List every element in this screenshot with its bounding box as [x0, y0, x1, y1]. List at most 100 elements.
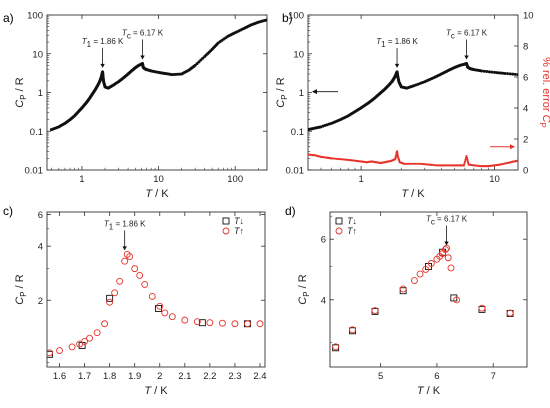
- y2-tick-label: 0: [523, 166, 528, 177]
- error-point: [333, 157, 337, 160]
- panel-b: b) 1 10 0.01 0.1 1 10 100 0 2 4 6 8 10 % rel. error CP…: [275, 11, 550, 201]
- error-point: [444, 164, 447, 167]
- data-point-square: [106, 294, 114, 302]
- x-tick-label: 7: [491, 371, 496, 382]
- error-point: [404, 162, 407, 165]
- error-point: [446, 164, 449, 167]
- x-tick-label: 2.2: [203, 371, 216, 382]
- x-axis-label: T / K: [417, 385, 441, 397]
- error-point: [465, 156, 469, 159]
- error-point: [410, 162, 413, 165]
- data-point-circle: [231, 320, 239, 328]
- data-point-circle: [68, 343, 76, 351]
- right-axis-arrowhead: [510, 144, 515, 150]
- y2-tick-label: 10: [523, 11, 534, 22]
- panel-label: a): [3, 11, 14, 25]
- data-point-circle: [131, 265, 139, 273]
- data-point-circle: [156, 302, 164, 310]
- annotation-arrowhead: [464, 55, 469, 60]
- legend-entry-label: T↓: [347, 216, 357, 226]
- data-point: [201, 56, 205, 60]
- y-axis-label: CP / R: [14, 77, 28, 107]
- error-point: [430, 163, 433, 166]
- data-point: [506, 72, 510, 76]
- data-point: [480, 69, 484, 73]
- y-tick-label: 10: [293, 49, 304, 60]
- data-point-circle: [399, 285, 407, 293]
- x-tick-label: 10: [153, 174, 164, 185]
- data-point-circle: [206, 319, 214, 327]
- error-point: [406, 162, 409, 165]
- error-point: [464, 158, 467, 161]
- y2-tick-label: 8: [523, 42, 528, 53]
- legend-circle-marker: [335, 227, 343, 235]
- error-point: [330, 157, 333, 160]
- data-point-circle: [410, 277, 418, 284]
- x-tick-label: 2.3: [228, 371, 241, 382]
- error-point: [402, 162, 406, 165]
- error-point: [412, 162, 415, 165]
- y-tick-label: 4: [38, 242, 43, 253]
- y-tick-label: 1: [38, 88, 43, 99]
- x-tick-label: 6: [434, 371, 439, 382]
- y-tick-label: 10: [32, 49, 43, 60]
- data-point-circle: [371, 307, 379, 315]
- annotation-label: Tc = 6.17 K: [446, 29, 488, 41]
- error-point: [337, 157, 340, 161]
- legend: T↓T↑: [222, 216, 244, 236]
- data-point: [195, 62, 199, 66]
- data-point-circle: [161, 309, 169, 317]
- annotation-label: T1 = 1.86 K: [82, 37, 124, 49]
- data-point-circle: [193, 318, 201, 326]
- y-axis-label: CP / R: [297, 274, 311, 304]
- data-layer: [47, 250, 264, 358]
- data-point-square: [399, 287, 407, 295]
- y-tick-label: 0.1: [291, 127, 304, 138]
- data-point-circle: [93, 329, 101, 337]
- annotation-arrowhead: [394, 63, 400, 68]
- error-point: [463, 160, 467, 163]
- panel-c: c) 1.6 1.7 1.8 1.9 2 2.1 2.2 2.3 2.4 2 4 6 T / K CP / …: [3, 204, 267, 397]
- panel-d: d) 5 6 7 4 6 T / K CP / R Tc = 6.17 K T↓T↑: [285, 204, 528, 397]
- error-point: [467, 161, 470, 164]
- panel-label: d): [285, 204, 296, 218]
- x-tick-label: 100: [227, 174, 243, 185]
- x-axis-label: T / K: [144, 385, 168, 397]
- error-point: [443, 164, 446, 167]
- data-point-circle: [111, 289, 119, 297]
- data-point-circle: [447, 264, 455, 272]
- data-point-circle: [106, 298, 114, 306]
- x-axis-label: T / K: [401, 188, 425, 200]
- data-point-circle: [506, 309, 514, 317]
- data-point-circle: [168, 313, 176, 321]
- data-point: [513, 72, 517, 76]
- data-point-circle: [416, 270, 424, 278]
- error-point: [417, 162, 421, 165]
- data-point-circle: [444, 254, 452, 262]
- panel-label: c): [3, 204, 13, 218]
- data-point-circle: [427, 260, 435, 267]
- x-axis-label: T / K: [145, 188, 169, 200]
- x-tick-label: 1.7: [78, 371, 91, 382]
- y-tick-label: 2: [38, 296, 43, 307]
- y-tick-label: 100: [288, 11, 304, 22]
- x-tick-label: 1.9: [128, 371, 141, 382]
- data-point-circle: [218, 319, 226, 327]
- error-point: [447, 164, 450, 167]
- data-point-square: [198, 319, 206, 327]
- data-point-circle: [443, 244, 450, 252]
- data-point: [511, 72, 515, 76]
- y2-tick-label: 2: [523, 135, 528, 146]
- data-point-circle: [126, 253, 134, 261]
- x-tick-label: 5: [378, 371, 383, 382]
- error-point: [465, 154, 468, 158]
- panel-label: b): [282, 11, 293, 25]
- panel-a: a) 1 10 100 0.01 0.1 1 10 100 T / K CP / R T1 = 1.8…: [3, 11, 268, 200]
- plot-frame: [46, 14, 268, 171]
- data-point-circle: [332, 343, 340, 351]
- y2-tick-label: 4: [523, 104, 528, 115]
- error-point: [463, 162, 466, 165]
- legend-square-marker: [335, 217, 343, 225]
- error-point: [432, 163, 435, 167]
